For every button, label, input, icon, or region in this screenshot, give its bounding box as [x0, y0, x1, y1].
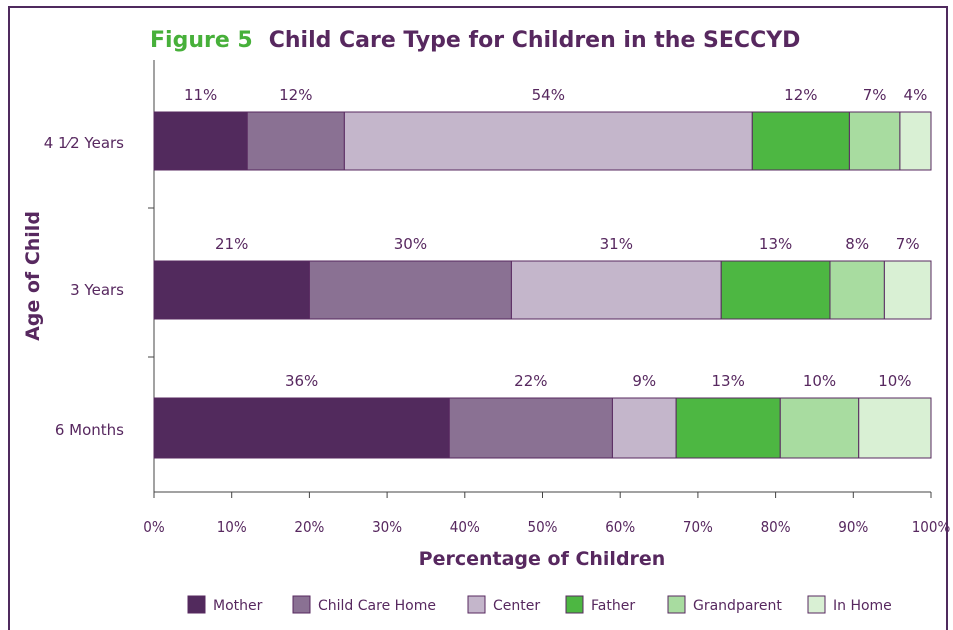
- bar-segment: [829, 260, 885, 320]
- legend-label: Center: [493, 598, 540, 614]
- bar-segment: [779, 397, 860, 459]
- bar-segment: [448, 397, 613, 459]
- x-axis-title: Percentage of Children: [419, 548, 666, 570]
- bar-segment: [153, 260, 310, 320]
- x-tick-label: 100%: [912, 518, 951, 536]
- category-label: 6 Months: [55, 421, 124, 439]
- legend-label: Child Care Home: [318, 598, 436, 614]
- category-label: 3 Years: [70, 281, 124, 299]
- x-tick-label: 50%: [528, 518, 558, 536]
- bar-segment: [308, 260, 512, 320]
- x-tick-label: 60%: [605, 518, 635, 536]
- x-tick-label: 0%: [143, 518, 165, 536]
- data-label: 7%: [896, 235, 920, 253]
- bar-segment: [720, 260, 831, 320]
- bar-segment: [675, 397, 781, 459]
- figure-number: Figure 5: [150, 28, 253, 53]
- legend-label: Mother: [213, 598, 263, 614]
- data-label: 10%: [878, 372, 911, 390]
- data-label: 54%: [532, 86, 565, 104]
- data-label: 22%: [514, 372, 547, 390]
- legend-swatch: [667, 595, 686, 614]
- bar-segment: [883, 260, 932, 320]
- data-label: 11%: [184, 86, 217, 104]
- y-axis-title: Age of Child: [22, 211, 44, 341]
- bar-segment: [751, 111, 850, 171]
- chart-title-text: Child Care Type for Children in the SECC…: [268, 28, 801, 53]
- x-tick-label: 80%: [761, 518, 791, 536]
- data-label: 10%: [803, 372, 836, 390]
- legend-label: Father: [591, 598, 635, 614]
- legend-label: Grandparent: [693, 598, 782, 614]
- data-label: 31%: [600, 235, 633, 253]
- data-label: 13%: [712, 372, 745, 390]
- x-tick-label: 30%: [372, 518, 402, 536]
- data-label: 13%: [759, 235, 792, 253]
- category-label: 4 1⁄2 Years: [44, 134, 124, 152]
- data-label: 21%: [215, 235, 248, 253]
- data-label: 30%: [394, 235, 427, 253]
- legend-swatch: [187, 595, 206, 614]
- legend-swatch: [467, 595, 486, 614]
- bar-segment: [611, 397, 677, 459]
- bar-segment: [858, 397, 932, 459]
- legend-swatch: [292, 595, 311, 614]
- data-label: 9%: [632, 372, 656, 390]
- legend-swatch: [565, 595, 584, 614]
- x-tick-label: 20%: [294, 518, 324, 536]
- bar-segment: [246, 111, 345, 171]
- data-label: 8%: [845, 235, 869, 253]
- data-label: 12%: [784, 86, 817, 104]
- bar-segment: [510, 260, 722, 320]
- bar-segment: [899, 111, 932, 171]
- x-tick-label: 70%: [683, 518, 713, 536]
- data-label: 12%: [279, 86, 312, 104]
- bar-segment: [153, 111, 248, 171]
- data-label: 36%: [285, 372, 318, 390]
- chart-frame: [8, 6, 948, 630]
- x-tick-label: 10%: [217, 518, 247, 536]
- data-label: 7%: [863, 86, 887, 104]
- bar-segment: [343, 111, 753, 171]
- x-tick-label: 40%: [450, 518, 480, 536]
- legend-swatch: [807, 595, 826, 614]
- x-tick-label: 90%: [838, 518, 868, 536]
- chart-title: Figure 5 Child Care Type for Children in …: [150, 28, 800, 53]
- bar-segment: [848, 111, 901, 171]
- legend-label: In Home: [833, 598, 892, 614]
- data-label: 4%: [904, 86, 928, 104]
- bar-segment: [153, 397, 450, 459]
